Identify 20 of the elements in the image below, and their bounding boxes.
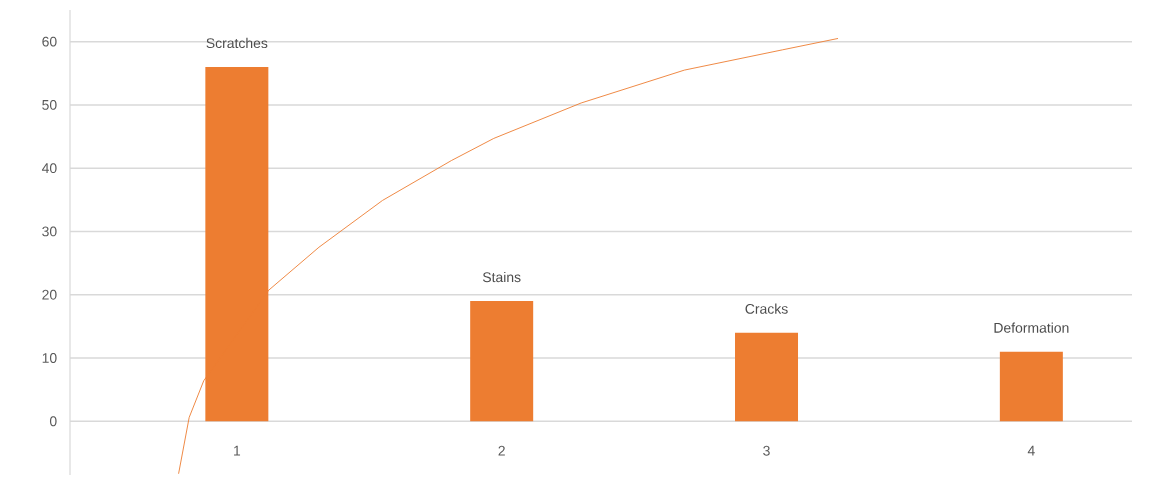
- y-tick-label: 20: [42, 289, 57, 300]
- bar: [999, 351, 1063, 422]
- bar: [205, 66, 269, 422]
- y-tick-label: 50: [42, 99, 57, 110]
- annotation: Scratches: [206, 37, 268, 49]
- annotation: Deformation: [994, 322, 1069, 333]
- x-tick-label: 1: [234, 445, 241, 456]
- annotation: Cracks: [745, 303, 788, 314]
- x-tick-label: 2: [498, 445, 505, 456]
- y-tick-label: 30: [42, 226, 57, 237]
- x-tick-label: 4: [1027, 445, 1035, 456]
- bar: [470, 301, 534, 422]
- y-tick-label: 40: [41, 163, 57, 174]
- y-tick-label: 10: [42, 353, 57, 363]
- y-tick-label: 60: [42, 36, 57, 47]
- y-tick-label: 0: [49, 416, 57, 427]
- annotation: Stains: [482, 271, 521, 283]
- x-tick-label: 3: [763, 445, 770, 456]
- line-series: [178, 38, 839, 475]
- bar: [735, 332, 799, 422]
